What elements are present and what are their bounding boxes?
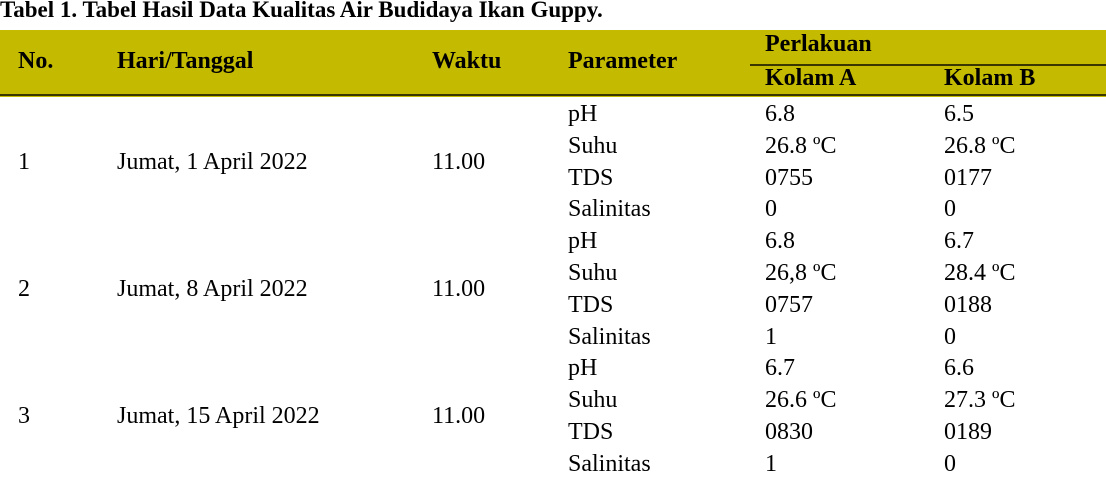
row-no: 2 xyxy=(18,275,30,302)
pond-a-value: 1 xyxy=(765,450,777,477)
header-time: Waktu xyxy=(432,48,502,74)
pond-a-value: 26.6 ºC xyxy=(765,387,837,414)
header-bottom-rule xyxy=(0,94,1106,96)
table-caption: Tabel 1. Tabel Hasil Data Kualitas Air B… xyxy=(0,0,603,22)
header-pond-b: Kolam B xyxy=(944,65,1036,91)
row-date: Jumat, 15 April 2022 xyxy=(117,403,320,430)
pond-a-value: 0757 xyxy=(765,291,813,318)
parameter-name: Suhu xyxy=(568,132,618,159)
pond-b-value: 0188 xyxy=(944,291,992,318)
parameter-name: pH xyxy=(568,228,598,255)
row-date: Jumat, 8 April 2022 xyxy=(117,275,308,302)
pond-a-value: 26,8 ºC xyxy=(765,260,837,286)
pond-b-value: 0 xyxy=(944,450,956,477)
pond-b-value: 6.6 xyxy=(944,355,974,382)
parameter-name: Suhu xyxy=(568,387,618,414)
row-no: 3 xyxy=(18,403,30,430)
row-date: Jumat, 1 April 2022 xyxy=(117,148,308,175)
pond-a-value: 1 xyxy=(765,323,777,350)
parameter-name: pH xyxy=(568,355,598,382)
pond-a-value: 26.8 ºC xyxy=(765,132,837,159)
pond-a-value: 6.7 xyxy=(765,355,795,382)
pond-b-value: 26.8 ºC xyxy=(944,132,1016,159)
pond-b-value: 0 xyxy=(944,323,956,350)
header-no: No. xyxy=(18,48,54,74)
row-time: 11.00 xyxy=(432,148,486,175)
header-date: Hari/Tanggal xyxy=(117,48,254,74)
row-time: 11.00 xyxy=(432,275,486,302)
header-parameter: Parameter xyxy=(568,48,678,74)
parameter-name: TDS xyxy=(568,291,614,318)
parameter-name: TDS xyxy=(568,164,614,191)
pond-b-value: 6.5 xyxy=(944,101,974,127)
table-header xyxy=(0,28,1106,97)
pond-b-value: 6.7 xyxy=(944,228,974,255)
pond-a-value: 6.8 xyxy=(765,228,795,255)
header-treatment: Perlakuan xyxy=(765,31,872,57)
pond-b-value: 0177 xyxy=(944,164,992,191)
parameter-name: pH xyxy=(568,101,598,127)
parameter-name: Salinitas xyxy=(568,450,651,477)
pond-a-value: 0755 xyxy=(765,164,813,191)
parameter-name: Salinitas xyxy=(568,323,651,350)
pond-a-value: 0 xyxy=(765,196,777,223)
pond-b-value: 28.4 ºC xyxy=(944,260,1016,286)
row-no: 1 xyxy=(18,148,30,175)
pond-a-value: 0830 xyxy=(765,419,813,445)
row-time: 11.00 xyxy=(432,403,486,430)
pond-b-value: 0 xyxy=(944,196,956,223)
pond-a-value: 6.8 xyxy=(765,101,795,127)
pond-b-value: 27.3 ºC xyxy=(944,387,1016,414)
header-divider xyxy=(750,64,1106,66)
pond-b-value: 0189 xyxy=(944,419,992,445)
parameter-name: Suhu xyxy=(568,260,618,286)
parameter-name: TDS xyxy=(568,419,614,445)
header-pond-a: Kolam A xyxy=(765,65,857,91)
parameter-name: Salinitas xyxy=(568,196,651,223)
